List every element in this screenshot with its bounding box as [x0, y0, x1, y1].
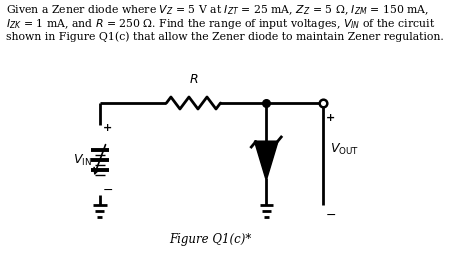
Text: +: + — [103, 123, 112, 133]
Text: +: + — [326, 113, 336, 123]
Text: $V_{\mathrm{OUT}}$: $V_{\mathrm{OUT}}$ — [329, 141, 359, 156]
Text: Given a Zener diode where $V_Z$ = 5 V at $I_{ZT}$ = 25 mA, $Z_Z$ = 5 Ω, $I_{ZM}$: Given a Zener diode where $V_Z$ = 5 V at… — [6, 3, 429, 17]
Text: Figure Q1(c)*: Figure Q1(c)* — [169, 233, 251, 246]
Text: shown in Figure Q1(c) that allow the Zener diode to maintain Zener regulation.: shown in Figure Q1(c) that allow the Zen… — [6, 31, 444, 42]
Polygon shape — [256, 142, 277, 178]
Text: $V_{\mathrm{IN}}$: $V_{\mathrm{IN}}$ — [73, 152, 92, 168]
Text: −: − — [103, 184, 114, 197]
Text: −: − — [326, 209, 337, 221]
Text: $I_{ZK}$ = 1 mA, and $R$ = 250 Ω. Find the range of input voltages, $V_{IN}$ of : $I_{ZK}$ = 1 mA, and $R$ = 250 Ω. Find t… — [6, 17, 435, 31]
Text: $R$: $R$ — [189, 73, 198, 86]
